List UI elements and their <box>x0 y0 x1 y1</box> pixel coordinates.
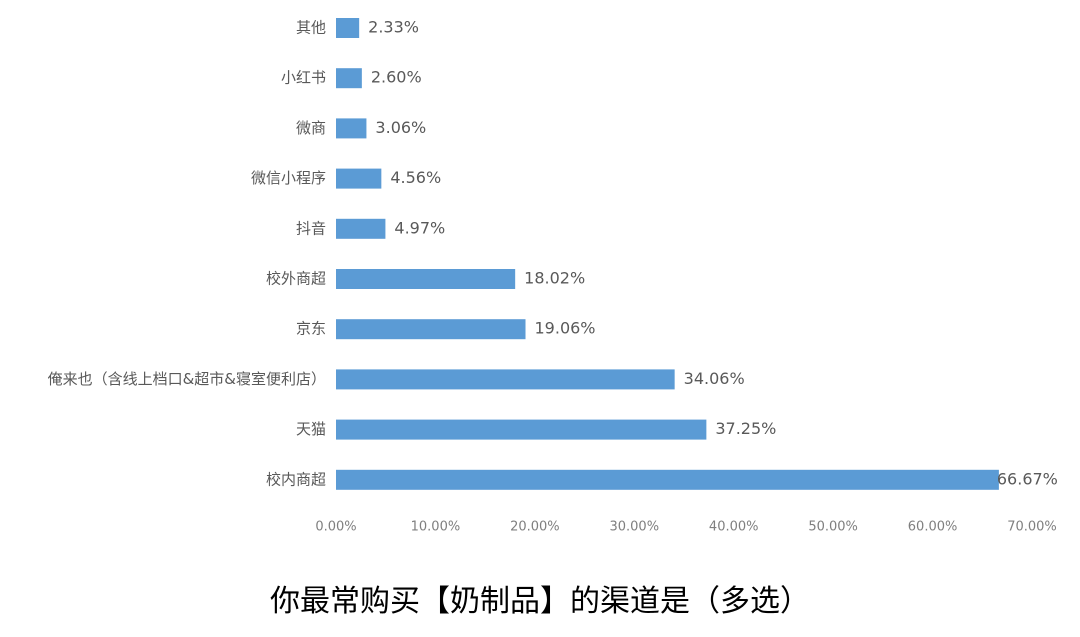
category-label: 天猫 <box>296 420 326 438</box>
category-label: 微信小程序 <box>251 169 326 187</box>
x-tick-label: 70.00% <box>1007 520 1057 535</box>
bar <box>336 118 367 139</box>
x-tick-label: 40.00% <box>709 520 759 535</box>
x-tick-label: 50.00% <box>808 520 858 535</box>
x-tick-label: 60.00% <box>908 520 958 535</box>
data-label: 2.33% <box>368 18 419 37</box>
bar-chart-plot: 其他 2.33% 小红书 2.60% 微商 3.06% 微信小程序 4.56% 抖音 4.97% 校… <box>48 18 1058 535</box>
data-label: 2.60% <box>371 68 422 87</box>
data-label: 37.25% <box>715 419 776 438</box>
data-label: 3.06% <box>375 118 426 137</box>
chart-title: 你最常购买【奶制品】的渠道是（多选） <box>270 584 810 619</box>
bar <box>336 369 675 390</box>
category-label: 其他 <box>296 19 326 37</box>
data-label: 66.67% <box>997 469 1058 488</box>
data-label: 4.56% <box>390 168 441 187</box>
data-label: 4.97% <box>394 218 445 237</box>
bar <box>336 319 526 340</box>
category-label: 抖音 <box>296 219 326 237</box>
bar <box>336 419 707 440</box>
x-tick-label: 10.00% <box>411 520 461 535</box>
data-label: 34.06% <box>684 369 745 388</box>
data-label: 18.02% <box>524 269 585 288</box>
bar <box>336 68 362 89</box>
category-label: 校内商超 <box>266 470 326 488</box>
data-label: 19.06% <box>535 319 596 338</box>
bar <box>336 469 999 490</box>
category-label: 俺来也（含线上档口&超市&寝室便利店） <box>48 370 326 388</box>
x-tick-label: 20.00% <box>510 520 560 535</box>
x-tick-label: 0.00% <box>315 520 356 535</box>
bar <box>336 18 360 38</box>
bar <box>336 218 386 239</box>
category-label: 微商 <box>296 119 326 137</box>
category-label: 小红书 <box>281 69 326 87</box>
category-label: 京东 <box>296 320 326 338</box>
x-tick-label: 30.00% <box>609 520 659 535</box>
bar <box>336 269 516 289</box>
bar <box>336 168 382 189</box>
category-label: 校外商超 <box>266 270 326 288</box>
